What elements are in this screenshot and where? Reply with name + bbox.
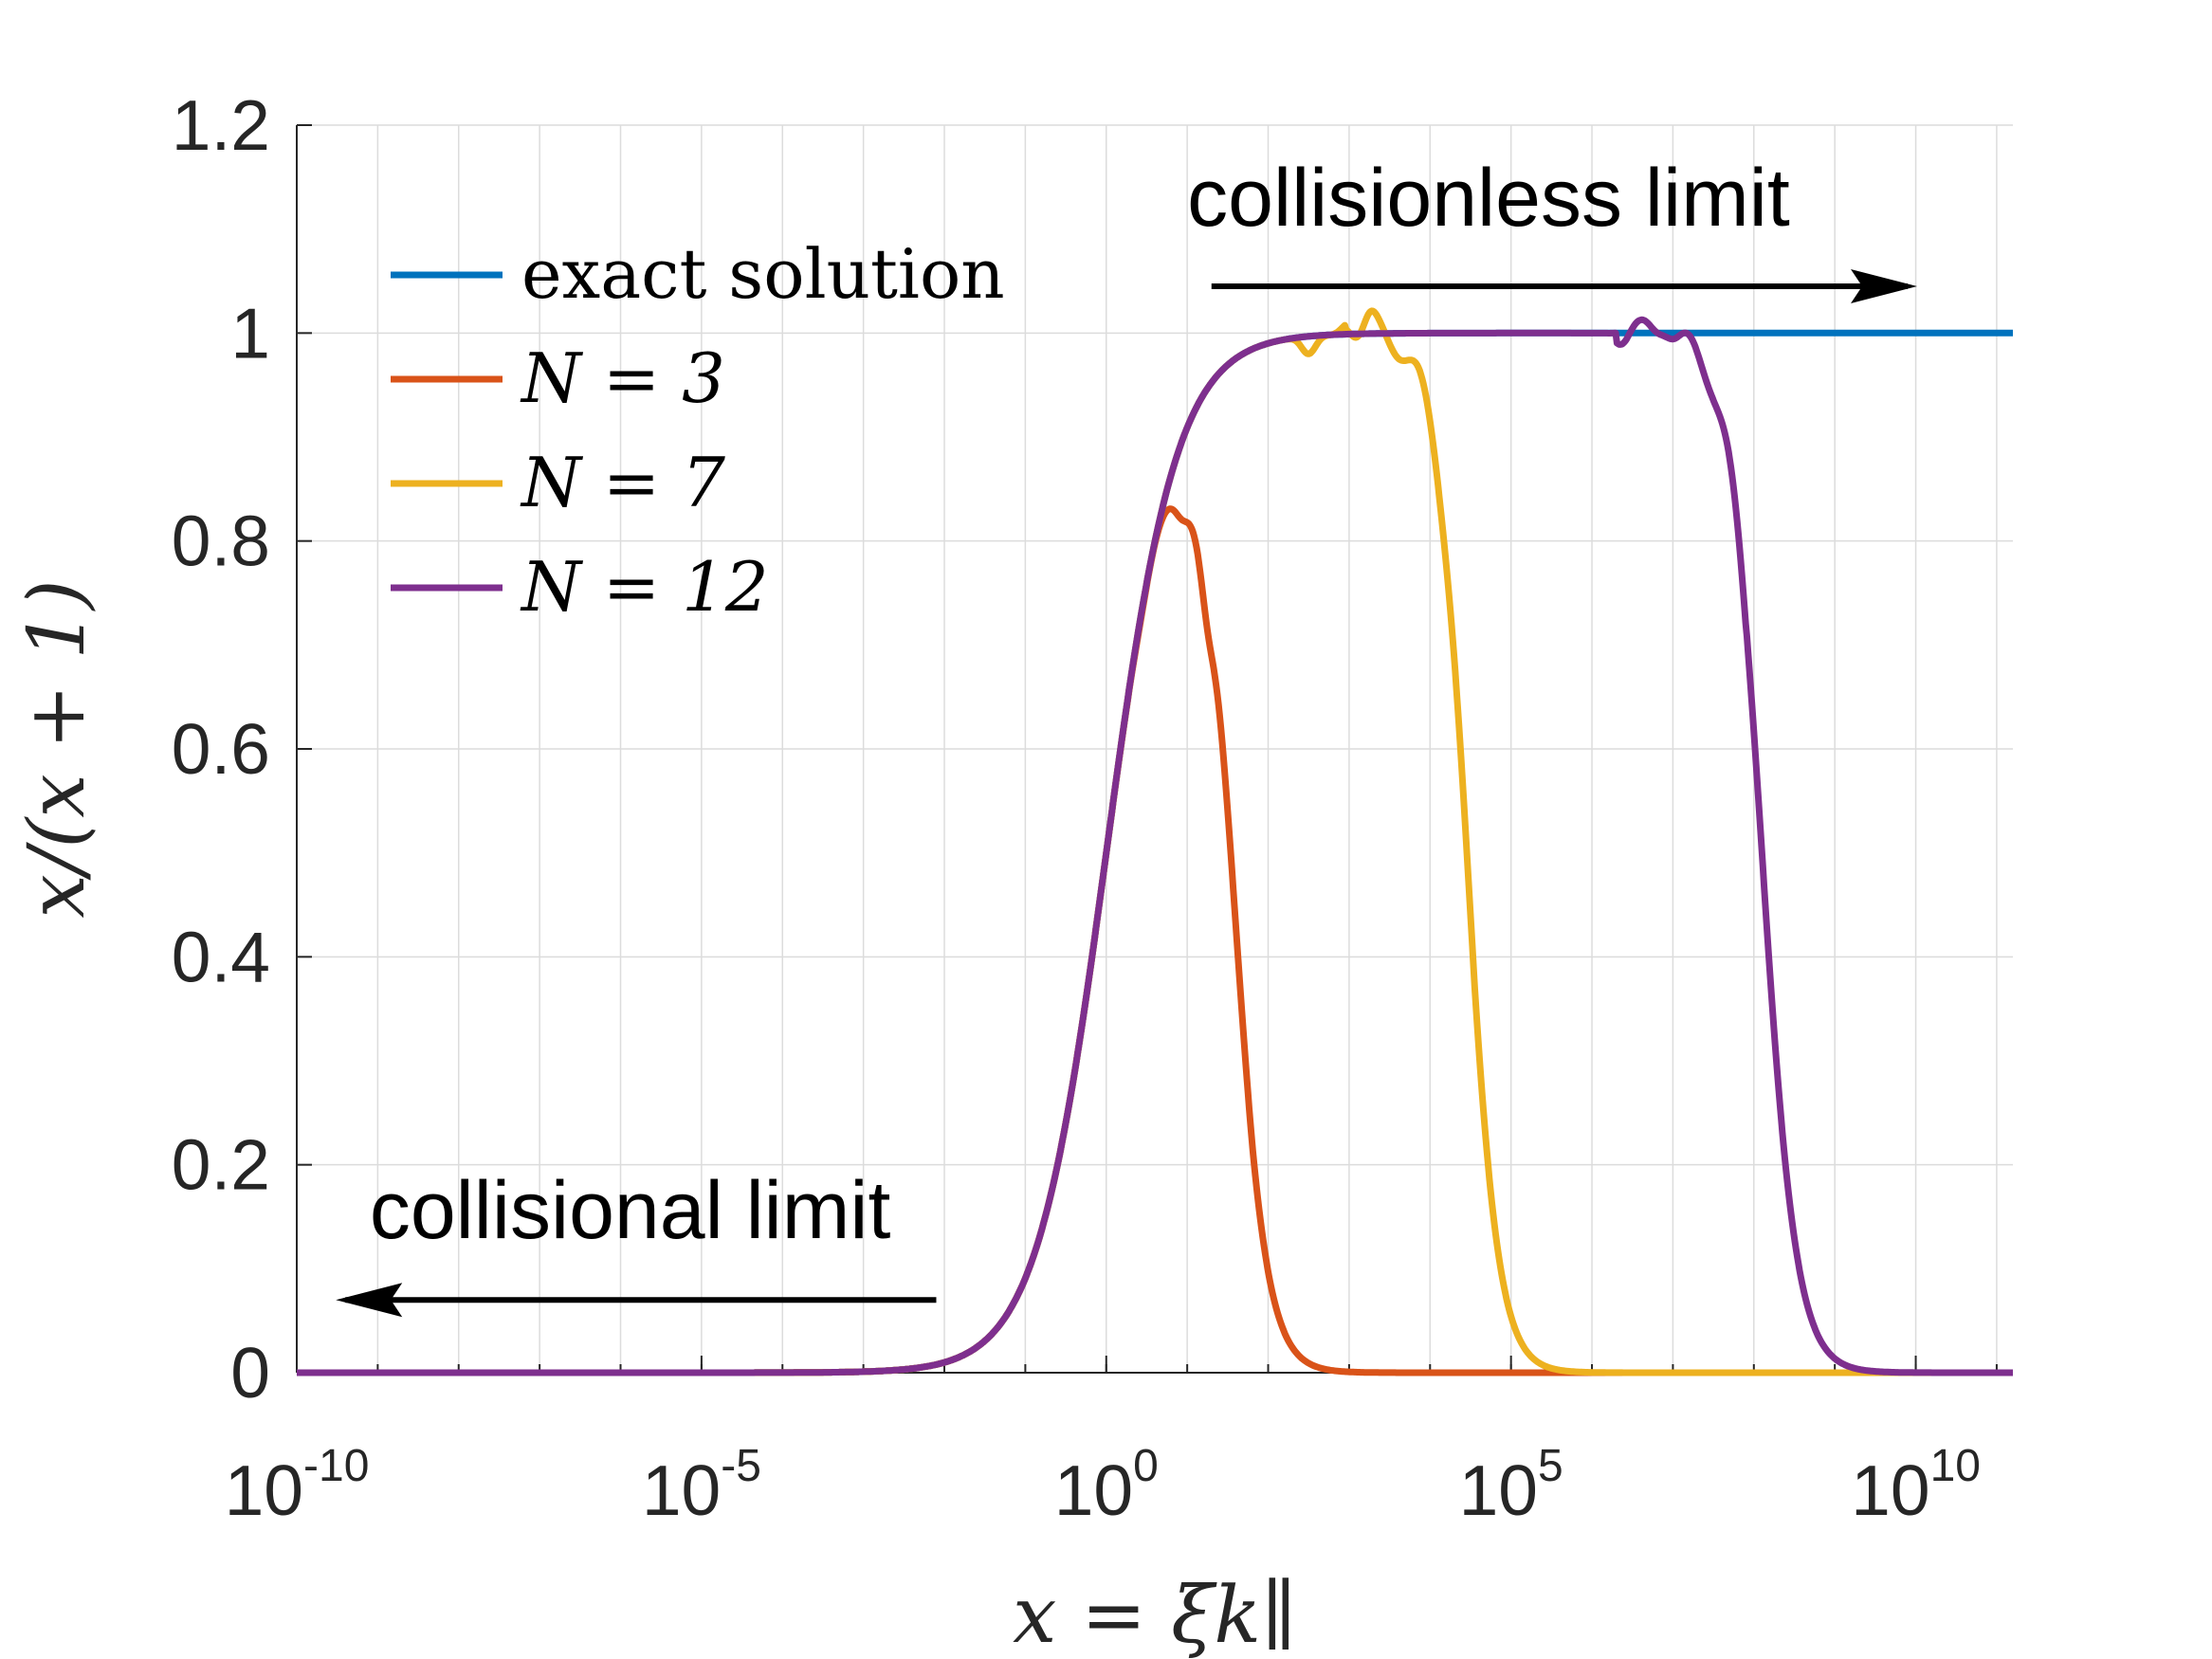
x-tick-label: 10-10 — [225, 1441, 370, 1530]
y-tick-label: 0.2 — [172, 1125, 270, 1205]
annotation-text: collisional limit — [370, 1165, 891, 1256]
axis-labels: x = ξk∥ x/(x + 1) — [12, 579, 1297, 1659]
x-tick-label: 1010 — [1851, 1441, 1981, 1530]
y-tick-label: 1.2 — [172, 85, 270, 165]
ticks: 0 0.2 0.4 0.6 0.8 1 1.2 10-10 10-5 100 105 1010 — [172, 85, 1998, 1530]
legend-label: N = 12 — [520, 547, 769, 627]
series-group — [294, 307, 2016, 1376]
annotation-text: collisionless limit — [1187, 153, 1790, 244]
x-tick-label: 10-5 — [642, 1441, 761, 1530]
x-tick-label: 100 — [1054, 1441, 1159, 1530]
x-axis-label: x = ξk∥ — [1013, 1571, 1297, 1659]
y-tick-label: 0.8 — [172, 501, 270, 581]
annotation-arrowhead — [336, 1283, 403, 1318]
legend-label: N = 7 — [520, 443, 725, 522]
y-tick-label: 0.4 — [172, 917, 270, 996]
legend-label: N = 3 — [520, 338, 725, 418]
legend-label: exact solution — [521, 234, 1005, 314]
y-tick-label: 0.6 — [172, 709, 270, 789]
x-tick-label: 105 — [1459, 1441, 1563, 1530]
annotations: collisionless limit collisional limit — [336, 153, 1918, 1318]
grid — [296, 124, 2013, 1374]
y-axis-label: x/(x + 1) — [12, 579, 102, 918]
series-line — [294, 316, 2016, 1376]
y-tick-label: 1 — [230, 293, 270, 373]
legend: exact solution N = 3 N = 7 N = 12 — [391, 234, 1005, 627]
y-tick-label: 0 — [230, 1333, 270, 1413]
annotation-arrowhead — [1851, 268, 1918, 303]
